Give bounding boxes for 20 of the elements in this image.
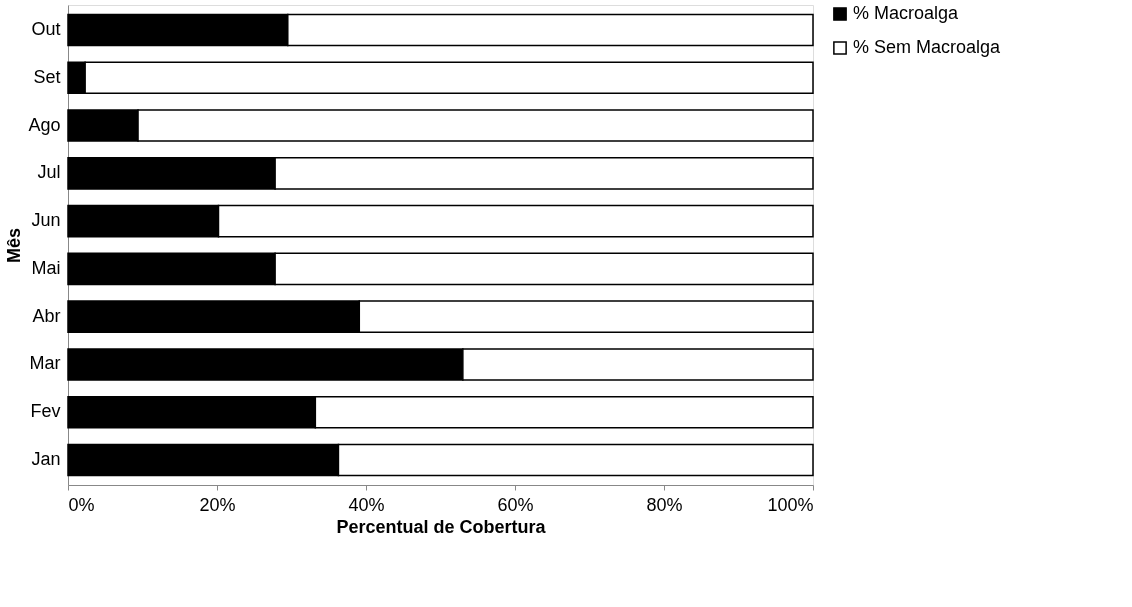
- y-axis-title: Mês: [4, 227, 25, 264]
- y-tick-label: Jan: [31, 448, 61, 469]
- x-tick-label: 100%: [767, 494, 814, 515]
- y-tick-label: Fev: [30, 401, 61, 422]
- y-tick-label: Jul: [37, 162, 61, 183]
- legend-label: % Macroalga: [853, 3, 960, 23]
- y-tick-label: Ago: [28, 114, 61, 135]
- y-tick-label: Abr: [32, 305, 61, 326]
- y-tick-label: Mar: [29, 353, 61, 374]
- x-tick-label: 60%: [497, 494, 534, 515]
- x-tick-label: 40%: [348, 494, 385, 515]
- legend-label: % Sem Macroalga: [853, 37, 1002, 57]
- x-tick-label: 80%: [646, 494, 683, 515]
- x-tick-label: 0%: [68, 494, 95, 515]
- x-axis-title: Percentual de Cobertura: [336, 516, 547, 537]
- y-tick-label: Jun: [31, 210, 61, 231]
- y-tick-label: Out: [31, 19, 61, 40]
- y-tick-label: Set: [33, 66, 61, 87]
- x-tick-label: 20%: [199, 494, 236, 515]
- y-tick-label: Mai: [31, 257, 61, 278]
